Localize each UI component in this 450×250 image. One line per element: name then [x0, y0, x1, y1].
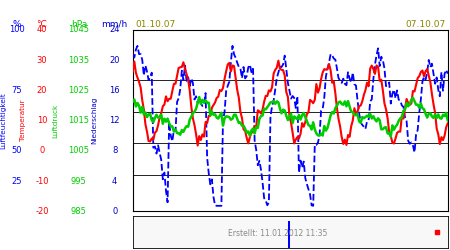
Text: Luftdruck: Luftdruck — [52, 104, 58, 138]
Text: 1015: 1015 — [68, 116, 89, 125]
Text: 995: 995 — [71, 176, 86, 186]
Text: -20: -20 — [35, 207, 49, 216]
Text: 0: 0 — [112, 207, 117, 216]
Text: hPa: hPa — [71, 20, 87, 29]
Text: 07.10.07: 07.10.07 — [405, 20, 446, 29]
Text: 20: 20 — [36, 86, 47, 95]
Text: 1005: 1005 — [68, 146, 89, 155]
Text: 100: 100 — [9, 26, 25, 35]
Text: Luftfeuchtigkeit: Luftfeuchtigkeit — [0, 92, 7, 149]
Text: %: % — [13, 20, 22, 29]
Text: -10: -10 — [35, 176, 49, 186]
Text: mm/h: mm/h — [102, 20, 128, 29]
Text: 1045: 1045 — [68, 26, 89, 35]
Text: Temperatur: Temperatur — [20, 100, 27, 141]
Text: 0: 0 — [39, 146, 45, 155]
Text: 40: 40 — [36, 26, 47, 35]
Text: Erstellt: 11.01.2012 11:35: Erstellt: 11.01.2012 11:35 — [228, 229, 327, 238]
Text: 01.10.07: 01.10.07 — [135, 20, 175, 29]
Text: 4: 4 — [112, 176, 117, 186]
Text: Niederschlag: Niederschlag — [91, 97, 98, 144]
Text: 50: 50 — [12, 146, 22, 155]
Text: 12: 12 — [109, 116, 120, 125]
Text: 10: 10 — [36, 116, 47, 125]
Text: °C: °C — [36, 20, 47, 29]
Bar — [288, 221, 290, 248]
Text: 24: 24 — [109, 26, 120, 35]
Text: 75: 75 — [12, 86, 22, 95]
Text: 20: 20 — [109, 56, 120, 65]
Text: 1025: 1025 — [68, 86, 89, 95]
Text: 8: 8 — [112, 146, 117, 155]
Text: 1035: 1035 — [68, 56, 89, 65]
Text: 16: 16 — [109, 86, 120, 95]
Text: 985: 985 — [71, 207, 87, 216]
Text: 25: 25 — [12, 176, 22, 186]
Text: 30: 30 — [36, 56, 47, 65]
